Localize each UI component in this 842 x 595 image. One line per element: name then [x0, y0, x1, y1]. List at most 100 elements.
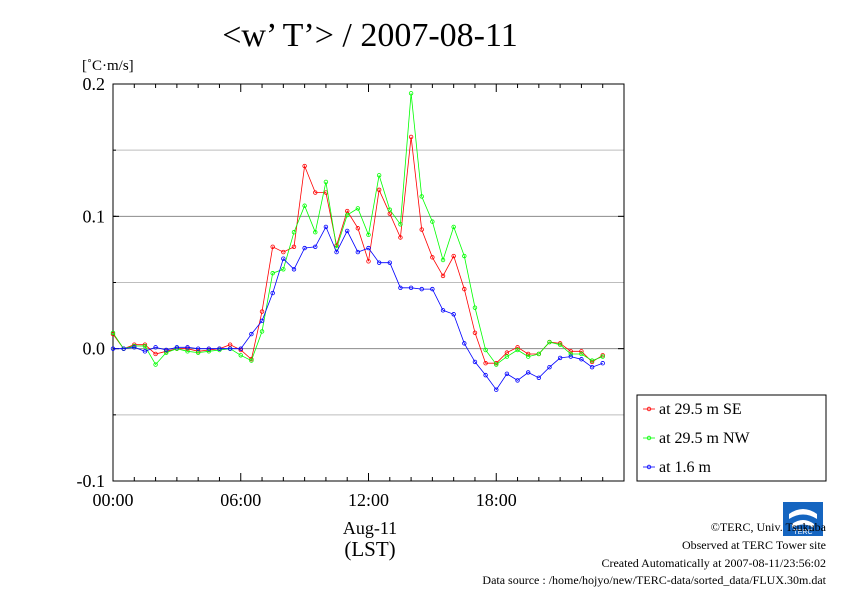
data-point	[525, 351, 531, 357]
data-point	[132, 345, 137, 350]
data-point	[419, 227, 424, 232]
y-axis-unit: [˚C·m/s]	[82, 58, 134, 74]
data-point	[153, 345, 158, 350]
data-point	[302, 163, 307, 169]
data-point	[568, 351, 573, 357]
data-point	[462, 253, 467, 259]
data-point	[419, 194, 424, 199]
data-point	[579, 349, 584, 354]
data-point	[110, 331, 116, 337]
data-point	[398, 222, 403, 227]
legend-marker	[646, 435, 652, 441]
data-point	[472, 330, 478, 335]
data-point	[430, 219, 435, 224]
data-point	[121, 346, 126, 351]
data-point	[483, 372, 488, 378]
credit-created: Created Automatically at 2007-08-11/23:5…	[601, 556, 826, 570]
data-point	[132, 342, 137, 347]
data-point	[153, 351, 158, 357]
data-point	[217, 347, 222, 353]
data-point	[387, 207, 392, 212]
x-tick-label: 06:00	[220, 490, 261, 510]
data-point	[259, 309, 265, 314]
data-point	[376, 173, 382, 178]
grid-lines	[113, 83, 624, 482]
legend: at 29.5 m SE at 29.5 m NW at 1.6 m	[636, 394, 827, 482]
data-point	[504, 371, 510, 377]
data-point	[376, 260, 382, 265]
data-point	[174, 346, 180, 351]
data-point	[249, 358, 254, 363]
data-point	[238, 353, 243, 358]
x-axis-date: Aug-11	[343, 518, 397, 538]
data-point	[472, 359, 478, 365]
data-point	[600, 353, 605, 358]
axes: -0.1 0.0 0.1 0.2 00:00 06:00 12:00 18:00	[77, 74, 625, 510]
data-point	[206, 346, 212, 351]
data-point	[589, 358, 595, 363]
data-point	[589, 364, 595, 370]
data-point	[398, 285, 403, 290]
series-line	[112, 136, 603, 364]
data-point	[217, 346, 222, 351]
logo-text: TERC	[793, 529, 812, 536]
legend-label: at 1.6 m	[659, 459, 712, 476]
legend-label: at 29.5 m NW	[659, 430, 751, 447]
data-point	[430, 255, 435, 260]
data-point	[291, 267, 297, 272]
data-point	[259, 329, 265, 334]
series-3	[110, 224, 605, 392]
data-point	[345, 212, 350, 218]
data-point	[355, 226, 361, 231]
data-point	[206, 349, 212, 354]
data-point	[281, 256, 286, 261]
x-tick-label: 12:00	[348, 490, 389, 510]
data-point	[398, 235, 403, 240]
series-line	[112, 93, 603, 366]
legend-marker	[646, 464, 652, 470]
data-point	[281, 249, 286, 255]
data-point	[206, 347, 212, 353]
data-point	[185, 346, 190, 351]
data-point	[568, 354, 573, 359]
data-point	[195, 349, 201, 354]
series-line	[113, 225, 603, 391]
data-point	[472, 305, 478, 310]
data-point	[483, 347, 488, 353]
data-point	[366, 259, 371, 264]
data-point	[408, 91, 414, 96]
data-point	[600, 354, 605, 359]
data-point	[568, 349, 573, 354]
data-point	[281, 267, 286, 272]
data-point	[270, 244, 275, 249]
data-point	[419, 286, 424, 292]
chart-title: <w’ T’> / 2007-08-11	[222, 17, 518, 54]
data-point	[408, 134, 414, 140]
data-point	[462, 286, 467, 292]
x-axis-label: (LST)	[344, 537, 395, 561]
data-point	[355, 206, 361, 211]
data-point	[579, 357, 584, 362]
y-tick-label: 0.2	[83, 74, 106, 94]
data-point	[195, 346, 201, 351]
legend-label: at 29.5 m SE	[659, 401, 742, 418]
data-point	[515, 347, 520, 353]
credit-copyright: ©TERC, Univ. Tsukuba	[710, 520, 826, 534]
data-point	[249, 331, 254, 337]
data-point	[579, 351, 584, 357]
data-point	[547, 339, 552, 345]
data-point	[313, 190, 318, 195]
data-point	[238, 346, 243, 351]
data-point	[440, 273, 446, 279]
data-point	[366, 245, 371, 251]
data-point	[270, 290, 275, 296]
data-point	[451, 253, 456, 259]
data-point	[323, 224, 329, 230]
data-point	[515, 345, 520, 350]
data-point	[174, 345, 180, 350]
data-point	[132, 343, 137, 349]
legend-box	[636, 394, 827, 482]
data-point	[323, 179, 329, 185]
data-point	[270, 271, 275, 276]
